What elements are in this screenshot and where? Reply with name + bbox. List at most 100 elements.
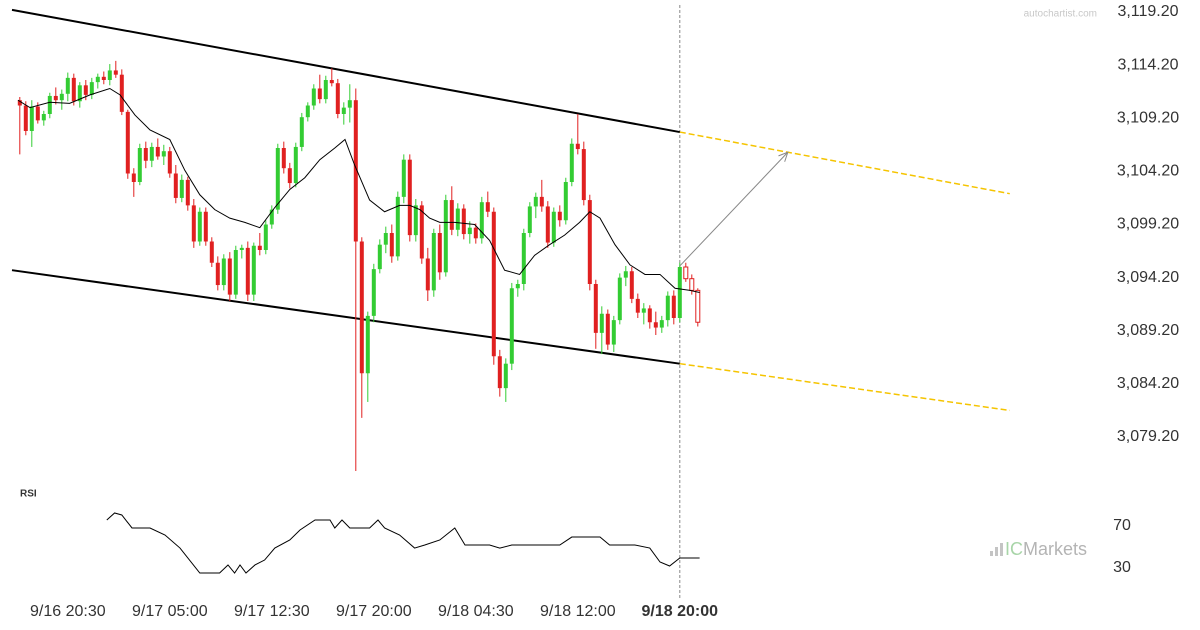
candle-body <box>509 288 514 364</box>
candle-body <box>131 173 136 182</box>
y-tick-label: 3,094.20 <box>1117 269 1179 286</box>
candle-body <box>677 267 682 318</box>
candle-body <box>341 107 346 114</box>
candle-body <box>29 106 34 131</box>
candle-body <box>155 146 160 157</box>
brand-bar <box>995 547 998 556</box>
x-tick-label: 9/18 20:00 <box>642 603 719 620</box>
candle-body <box>587 200 592 284</box>
rsi-tick-label: 30 <box>1113 559 1131 576</box>
watermark: autochartist.com <box>1024 9 1097 20</box>
candle-body <box>287 168 292 184</box>
y-tick-label: 3,099.20 <box>1117 216 1179 233</box>
candle-body <box>263 224 268 250</box>
forecast-arrow <box>679 151 789 267</box>
candle-body <box>137 148 142 182</box>
candle-body <box>635 298 640 313</box>
y-tick-label: 3,119.20 <box>1117 3 1178 20</box>
candle-body <box>431 233 436 291</box>
candle-body <box>653 322 658 328</box>
y-tick-label: 3,114.20 <box>1117 56 1178 73</box>
candle-body <box>107 70 112 80</box>
candle-body <box>623 271 628 278</box>
candle-body <box>695 289 701 323</box>
candle-body <box>323 80 328 100</box>
candle-body <box>467 227 472 235</box>
candle-body <box>359 241 364 374</box>
candle-body <box>77 85 82 102</box>
candle-body <box>23 105 28 131</box>
candle-body <box>119 74 124 112</box>
candle-body <box>257 245 262 250</box>
candle-body <box>167 151 172 174</box>
candle-body <box>581 149 586 201</box>
candle-body <box>245 247 250 295</box>
candle-body <box>425 258 430 291</box>
candle-body <box>203 211 208 242</box>
candle-body <box>197 211 202 242</box>
y-tick-label: 3,079.20 <box>1117 428 1179 445</box>
candle-body <box>383 233 388 245</box>
candle-body <box>641 308 646 313</box>
candle-body <box>515 284 520 289</box>
candle-body <box>215 262 220 286</box>
candle-body <box>233 250 238 295</box>
rsi-tick-label: 70 <box>1113 517 1131 534</box>
candle-body <box>41 114 46 121</box>
candle-body <box>395 196 400 257</box>
candle-body <box>365 315 370 374</box>
channel-line <box>11 269 680 365</box>
candle-body <box>629 271 634 299</box>
candle-body <box>665 295 670 321</box>
candle-body <box>161 151 166 157</box>
candle-body <box>113 70 118 75</box>
candle-body <box>227 258 232 295</box>
arrow-head <box>778 151 789 162</box>
candle-body <box>617 277 622 321</box>
candle-body <box>149 146 154 161</box>
candle-body <box>497 356 502 389</box>
candle-body <box>125 111 130 174</box>
candle-body <box>185 179 190 206</box>
candle-body <box>221 258 226 286</box>
brand-part: IC <box>1005 539 1023 559</box>
y-tick-label: 3,109.20 <box>1117 109 1179 126</box>
x-tick-label: 9/17 20:00 <box>336 603 412 620</box>
candle-body <box>545 206 550 243</box>
candle-body <box>281 148 286 169</box>
candle-body <box>59 93 64 101</box>
candle-body <box>53 95 58 101</box>
brand: ICMarkets <box>1005 539 1087 559</box>
y-tick-label: 3,084.20 <box>1117 375 1179 392</box>
candle-body <box>329 80 334 84</box>
candle-body <box>557 211 562 221</box>
candle-body <box>269 209 274 225</box>
candle-body <box>35 106 40 121</box>
candle-body <box>503 363 508 389</box>
candle-body <box>83 85 88 95</box>
x-tick-label: 9/18 12:00 <box>540 603 616 620</box>
candle-body <box>599 313 604 333</box>
y-tick-label: 3,104.20 <box>1117 163 1179 180</box>
candle-body <box>419 205 424 259</box>
candle-body <box>173 173 178 198</box>
candle-body <box>353 100 358 242</box>
channel-line <box>679 131 1010 195</box>
candle-body <box>485 202 490 212</box>
candle-body <box>401 159 406 197</box>
channel-line <box>679 362 1010 412</box>
candle-body <box>521 233 526 284</box>
brand-icon <box>990 543 1003 556</box>
candle-body <box>473 227 478 239</box>
candle-body <box>191 205 196 242</box>
candle-body <box>659 320 664 328</box>
candle-body <box>179 179 184 198</box>
y-tick-label: 3,089.20 <box>1117 322 1179 339</box>
x-tick-label: 9/16 20:30 <box>30 603 106 620</box>
channel-line <box>11 8 680 134</box>
candle-body <box>305 105 310 118</box>
candle-body <box>89 82 94 95</box>
x-tick-label: 9/18 04:30 <box>438 603 514 620</box>
rsi-line <box>106 512 700 574</box>
